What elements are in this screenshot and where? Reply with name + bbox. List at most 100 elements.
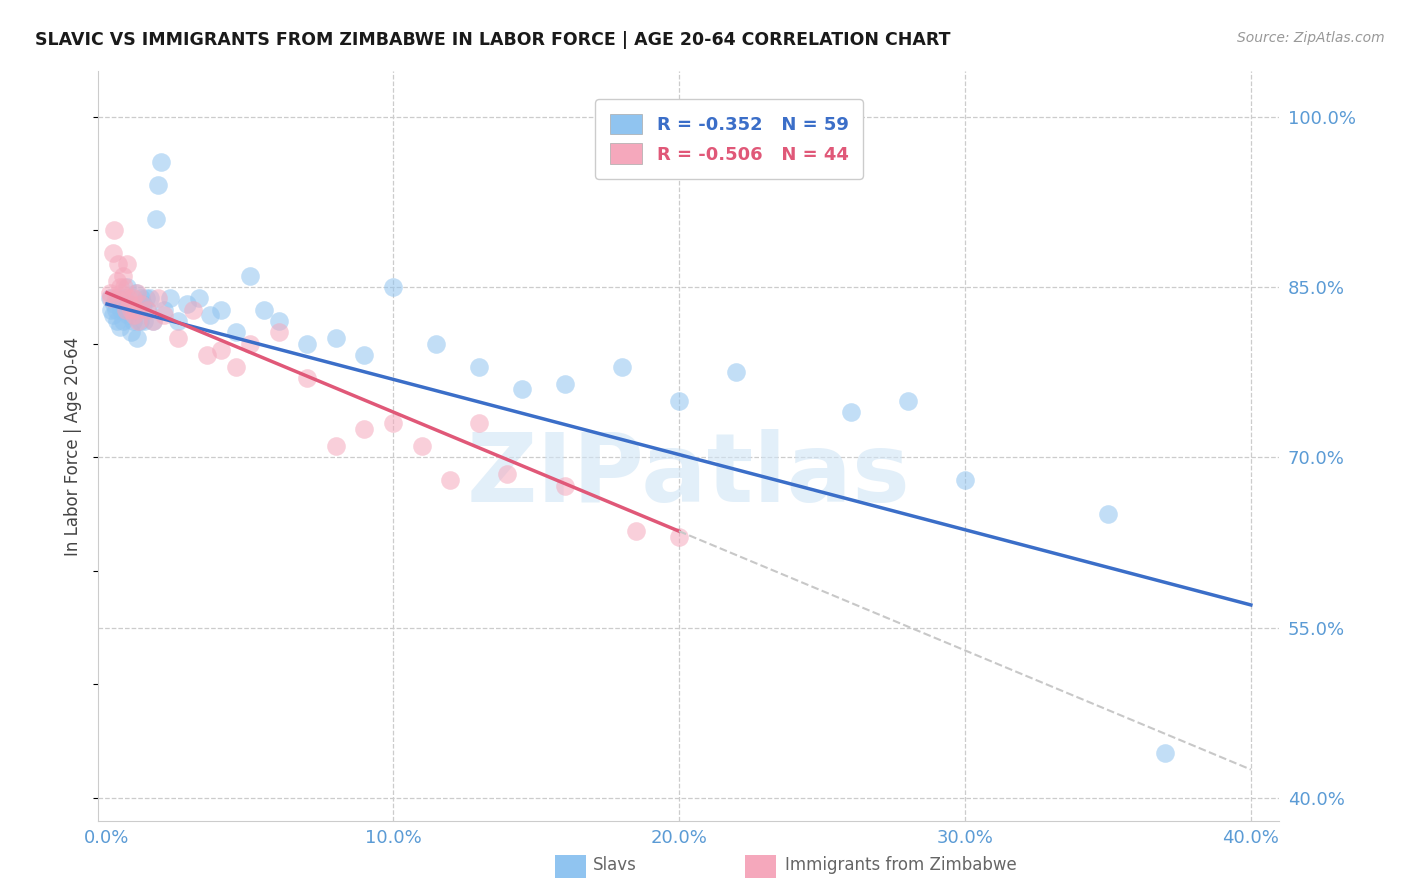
Point <box>425 336 447 351</box>
Point <box>122 302 145 317</box>
Point <box>118 297 141 311</box>
Point <box>897 393 920 408</box>
Point <box>150 155 173 169</box>
Point <box>267 314 290 328</box>
Point <box>107 257 129 271</box>
Point <box>108 319 131 334</box>
Point <box>104 302 127 317</box>
Point <box>105 274 128 288</box>
Point <box>112 292 135 306</box>
Point <box>295 371 318 385</box>
Point <box>112 280 135 294</box>
Point <box>98 292 121 306</box>
Point <box>167 331 190 345</box>
Point <box>353 348 375 362</box>
Point <box>554 479 576 493</box>
Point <box>195 348 218 362</box>
Point <box>153 309 176 323</box>
Point <box>381 280 404 294</box>
Point <box>468 359 491 374</box>
Point <box>624 524 647 538</box>
Point <box>111 314 134 328</box>
Point <box>125 285 148 300</box>
Point <box>117 309 139 323</box>
Point <box>114 302 136 317</box>
Point <box>136 302 159 317</box>
Point <box>100 302 122 317</box>
Point <box>103 223 125 237</box>
Point <box>103 297 125 311</box>
Point <box>131 297 153 311</box>
Point <box>134 314 156 328</box>
Point <box>668 530 690 544</box>
Point <box>187 292 209 306</box>
Point <box>239 268 262 283</box>
Point <box>118 297 141 311</box>
Point <box>439 473 461 487</box>
Point <box>121 314 143 328</box>
Point <box>142 314 165 328</box>
Point <box>1097 507 1119 521</box>
Point <box>120 302 142 317</box>
Text: ZIPatlas: ZIPatlas <box>467 429 911 523</box>
Point <box>132 297 155 311</box>
Point <box>101 309 124 323</box>
Point <box>108 280 131 294</box>
Point <box>110 285 132 300</box>
Point <box>153 302 176 317</box>
Text: Immigrants from Zimbabwe: Immigrants from Zimbabwe <box>785 856 1017 874</box>
Point <box>125 331 148 345</box>
Point <box>135 292 157 306</box>
Point <box>325 439 347 453</box>
Point <box>142 314 165 328</box>
Point <box>127 302 149 317</box>
Point <box>145 211 167 226</box>
Point <box>105 314 128 328</box>
Point <box>114 302 136 317</box>
Point <box>209 302 232 317</box>
Point <box>139 292 162 306</box>
Point <box>325 331 347 345</box>
Point <box>131 292 153 306</box>
Point <box>239 336 262 351</box>
Point <box>124 285 146 300</box>
Point <box>120 326 142 340</box>
Legend: R = -0.352   N = 59, R = -0.506   N = 44: R = -0.352 N = 59, R = -0.506 N = 44 <box>595 99 863 178</box>
Y-axis label: In Labor Force | Age 20-64: In Labor Force | Age 20-64 <box>65 336 83 556</box>
Point <box>353 422 375 436</box>
Point <box>101 246 124 260</box>
Point <box>668 393 690 408</box>
Point <box>176 297 198 311</box>
Point <box>295 336 318 351</box>
Text: Source: ZipAtlas.com: Source: ZipAtlas.com <box>1237 31 1385 45</box>
Point <box>148 292 170 306</box>
Point <box>128 314 150 328</box>
Point <box>381 417 404 431</box>
Point <box>554 376 576 391</box>
Point <box>115 280 138 294</box>
Point <box>1154 746 1177 760</box>
Point <box>468 417 491 431</box>
Point <box>510 382 533 396</box>
Point <box>122 309 145 323</box>
Point <box>167 314 190 328</box>
Point <box>100 292 122 306</box>
Text: SLAVIC VS IMMIGRANTS FROM ZIMBABWE IN LABOR FORCE | AGE 20-64 CORRELATION CHART: SLAVIC VS IMMIGRANTS FROM ZIMBABWE IN LA… <box>35 31 950 49</box>
Point <box>111 268 134 283</box>
Point <box>159 292 181 306</box>
Point <box>496 467 519 482</box>
Point <box>124 302 146 317</box>
Point <box>953 473 976 487</box>
Point <box>610 359 633 374</box>
Point <box>267 326 290 340</box>
Point <box>225 359 247 374</box>
Point <box>136 302 159 317</box>
Point <box>121 292 143 306</box>
Point <box>110 302 132 317</box>
Point <box>115 257 138 271</box>
Point <box>98 285 121 300</box>
Point <box>198 309 221 323</box>
Point <box>839 405 862 419</box>
Point <box>127 314 149 328</box>
Point <box>725 365 748 379</box>
